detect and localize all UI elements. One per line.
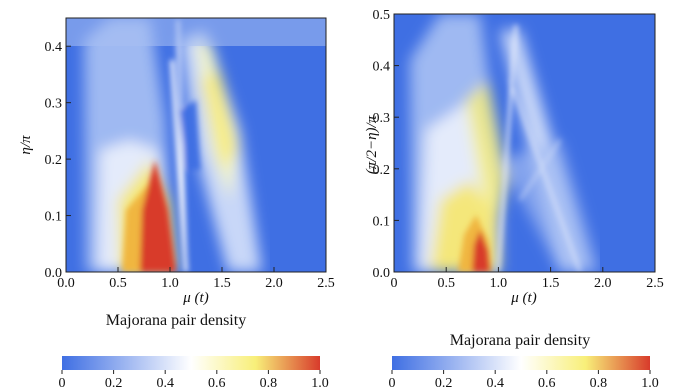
heatmap-left: 0.0 0.5 1.0 1.5 2.0 2.50.00.10.20.30.4 μ (t) …	[18, 17, 335, 390]
x-tick-label: 1.5	[213, 276, 231, 291]
colorbar-tick-label: 0	[389, 376, 396, 390]
y-tick-label: 0.1	[373, 214, 391, 229]
x-tick-label: 0	[391, 276, 398, 291]
colorbar-tick-label: 0.8	[260, 376, 278, 390]
y-tick-label: 0.2	[45, 153, 63, 168]
x-tick-label: 2.0	[594, 276, 612, 291]
x-tick-label: 1.0	[161, 276, 179, 291]
right-colorbar	[392, 356, 650, 370]
left-colorbar-title: Majorana pair density	[106, 312, 246, 329]
right-colorbar-title: Majorana pair density	[450, 332, 590, 349]
colorbar-tick-label: 0.4	[156, 376, 174, 390]
right-ylabel: (π/2−η)/π	[364, 115, 380, 174]
y-tick-label: 0.4	[373, 60, 391, 75]
x-tick-label: 2.5	[317, 276, 335, 291]
y-tick-label: 0.0	[45, 266, 63, 281]
y-tick-label: 0.0	[373, 266, 391, 281]
colorbar-tick-label: 0.6	[208, 376, 226, 390]
right-ticks: 0 0.5 1.0 1.5 2.0 2.5 0.0 0.1 0.2 0.3 0.4 0.5	[373, 8, 664, 291]
heatmap-right: 0 0.5 1.0 1.5 2.0 2.5 0.0 0.1 0.2 0.3 0.4 0.5 μ (t)…	[364, 8, 664, 390]
right-colorbar-ticks: 0 0.2 0.4 0.6 0.8 1.0	[389, 370, 659, 390]
left-colorbar-ticks: 0 0.2 0.4 0.6 0.8 1.0	[59, 370, 329, 390]
x-tick-label: 0.5	[437, 276, 455, 291]
y-tick-label: 0.3	[45, 97, 63, 112]
colorbar-tick-label: 0.4	[486, 376, 504, 390]
x-tick-label: 0.5	[109, 276, 127, 291]
left-ticks: 0.0 0.5 1.0 1.5 2.0 2.5 0.0 0.1 0.2 0.3 0.4	[45, 40, 335, 291]
x-tick-label: 2.0	[265, 276, 283, 291]
right-xlabel: μ (t)	[510, 290, 536, 306]
y-tick-label: 0.1	[45, 210, 63, 225]
x-tick-label: 0.0	[57, 276, 75, 291]
colorbar-tick-label: 0.8	[590, 376, 608, 390]
y-tick-label: 0.2	[373, 163, 391, 178]
colorbar-tick-label: 0.2	[435, 376, 453, 390]
left-ylabel: η/π	[18, 135, 34, 155]
heatmap-left-field	[66, 18, 326, 272]
left-xlabel: μ (t)	[182, 290, 208, 306]
x-tick-label: 2.5	[646, 276, 664, 291]
x-tick-label: 1.5	[542, 276, 560, 291]
left-colorbar	[62, 356, 320, 370]
heatmap-right-field	[394, 14, 655, 272]
y-tick-label: 0.4	[45, 40, 63, 55]
colorbar-tick-label: 0.6	[538, 376, 556, 390]
y-tick-label: 0.5	[373, 8, 391, 23]
colorbar-tick-label: 1.0	[311, 376, 329, 390]
colorbar-tick-label: 0.2	[105, 376, 123, 390]
colorbar-tick-label: 0	[59, 376, 66, 390]
x-tick-label: 1.0	[490, 276, 508, 291]
colorbar-tick-label: 1.0	[641, 376, 659, 390]
y-tick-label: 0.3	[373, 111, 391, 126]
